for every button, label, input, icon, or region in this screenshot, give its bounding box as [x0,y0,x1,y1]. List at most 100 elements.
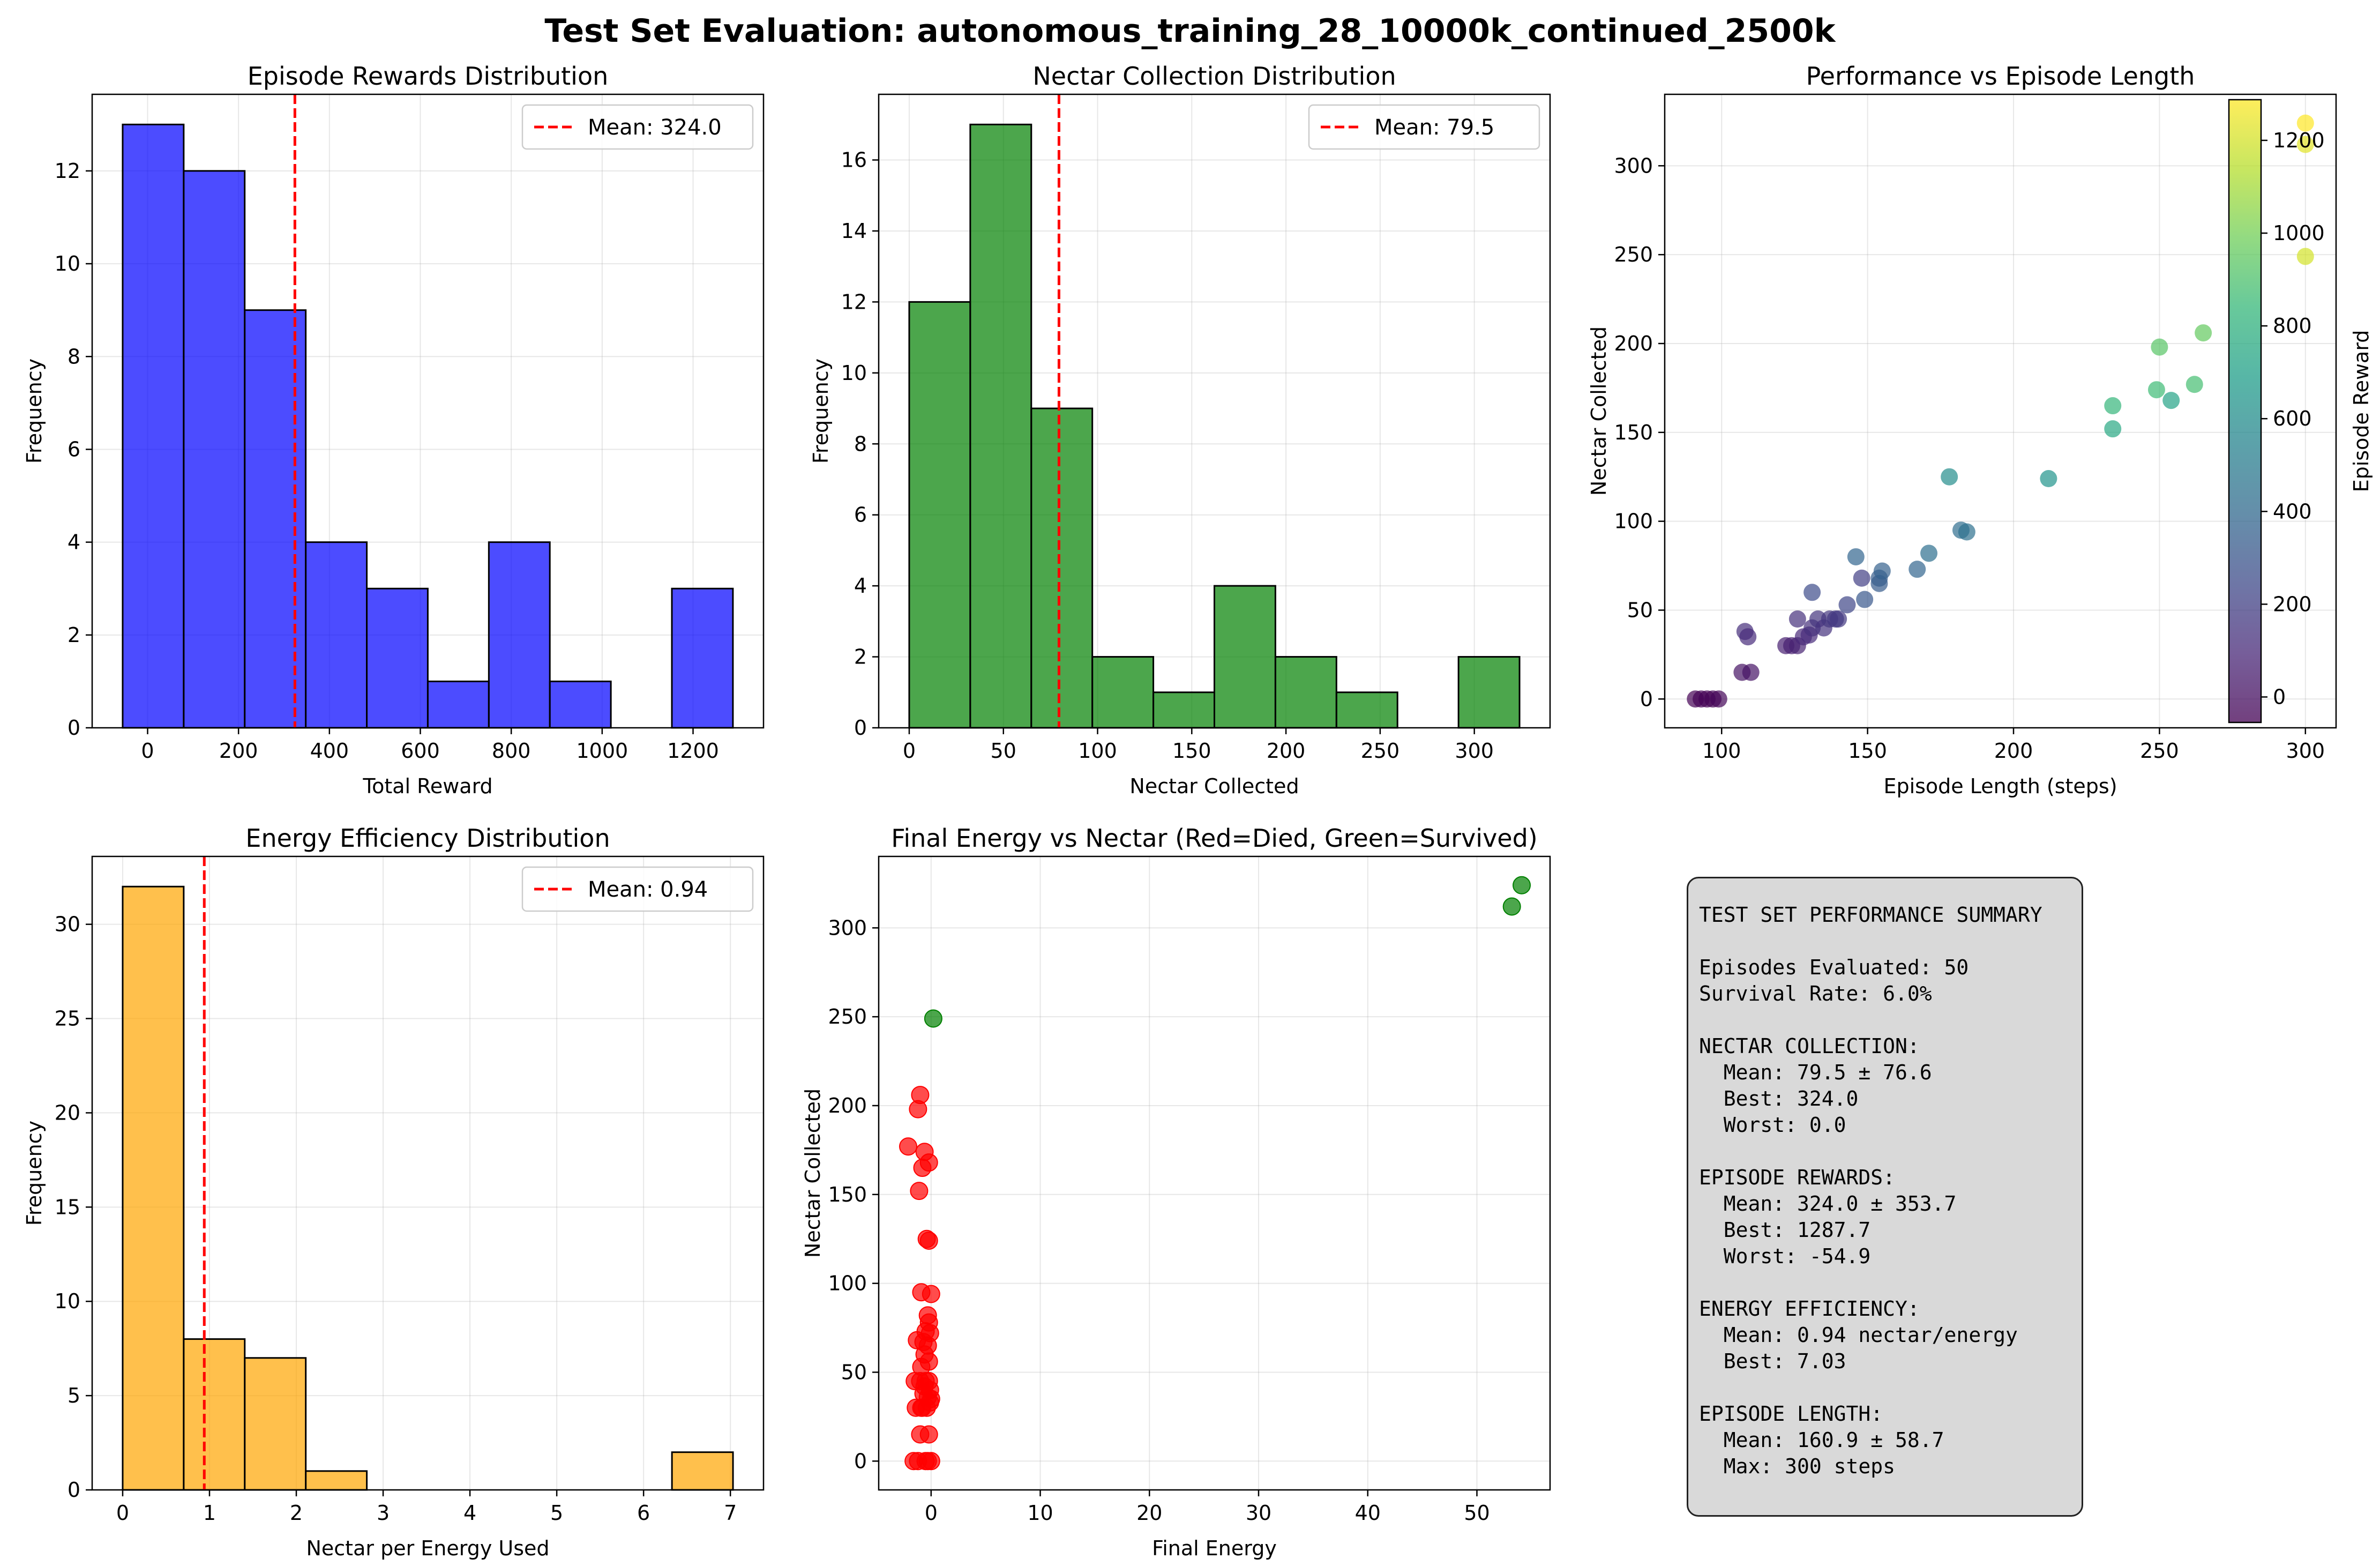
x-tick-label: 5 [550,1501,563,1525]
legend-label: Mean: 0.94 [588,877,708,902]
histogram-bar [122,885,185,1491]
x-tick-label: 4 [463,1501,476,1525]
scatter-point-died [922,1452,940,1471]
x-tick-label: 100 [1078,739,1117,763]
legend-frame [521,866,754,912]
x-tick-label: 2 [290,1501,303,1525]
y-tick-label: 100 [1614,510,1653,533]
y-tick-label: 250 [1614,243,1653,266]
x-axis-label: Episode Length (steps) [1883,774,2117,798]
y-axis-label: Frequency [23,1121,46,1226]
figure-title: Test Set Evaluation: autonomous_training… [544,12,1836,50]
x-axis-label: Nectar per Energy Used [306,1537,549,1560]
y-tick-label: 50 [1627,598,1653,622]
summary-line: Survival Rate: 6.0% [1699,982,1932,1005]
legend-frame [521,104,754,150]
chart-title: Nectar Collection Distribution [1032,62,1396,91]
chart-title: Final Energy vs Nectar (Red=Died, Green=… [891,824,1538,853]
histogram-bar [305,1470,368,1491]
colorbar-tick-label: 600 [2273,407,2312,430]
y-tick-label: 8 [854,432,867,456]
y-tick-label: 5 [68,1384,80,1407]
summary-line: Worst: 0.0 [1699,1113,1846,1137]
scatter-point-survived [1513,876,1531,894]
x-tick-label: 0 [903,739,916,763]
chart-title: Energy Efficiency Distribution [245,824,610,853]
x-tick-label: 6 [637,1501,650,1525]
y-tick-label: 200 [1614,332,1653,355]
scatter-point [1739,628,1757,646]
legend: Mean: 324.0 [521,104,754,150]
scatter-point [1941,468,1958,486]
scatter-point [1838,596,1856,614]
x-tick-label: 250 [2140,739,2179,763]
y-tick-label: 250 [828,1005,867,1028]
colorbar-label: Episode Reward [2349,330,2373,493]
scatter-point-died [919,1232,938,1250]
summary-line: Mean: 160.9 ± 58.7 [1699,1428,1944,1452]
x-tick-label: 400 [310,739,349,763]
y-tick-label: 20 [55,1101,80,1124]
x-tick-label: 3 [377,1501,390,1525]
y-tick-label: 2 [854,645,867,669]
histogram-bar [1152,691,1215,729]
histogram-bar [969,123,1032,729]
y-axis-label: Frequency [809,359,833,464]
y-tick-label: 10 [55,1289,80,1313]
histogram-bar [183,1338,246,1491]
axes-frame [91,93,765,729]
scatter-point [2195,324,2212,342]
y-tick-label: 4 [68,531,80,554]
x-axis-label: Final Energy [1152,1537,1277,1560]
x-tick-label: 300 [2286,739,2325,763]
scatter-point-died [899,1137,918,1156]
x-tick-label: 100 [1702,739,1741,763]
x-tick-label: 10 [1027,1501,1053,1525]
y-tick-label: 300 [1614,154,1653,177]
histogram-bar [366,587,429,729]
scatter-point [2296,114,2314,132]
scatter-point [2147,381,2165,399]
histogram-bar [305,541,368,729]
histogram-bar [671,1451,734,1491]
y-tick-label: 50 [841,1360,867,1384]
scatter-point [1920,545,1938,562]
summary-text: TEST SET PERFORMANCE SUMMARY Episodes Ev… [1699,902,2071,1480]
colorbar-tick-label: 400 [2273,499,2312,523]
x-tick-label: 30 [1246,1501,1271,1525]
y-tick-label: 10 [55,252,80,275]
histogram-bar [1457,656,1521,729]
x-tick-label: 50 [991,739,1016,763]
summary-line: Worst: -54.9 [1699,1244,1871,1268]
chart-rewards_hist: 0 200 400 600 800 1000 1200 0 2 4 6 8 10 12 Episode Re… [23,62,765,798]
scatter-point [1803,584,1821,601]
scatter-point [1788,610,1806,628]
chart-title: Performance vs Episode Length [1806,62,2195,91]
x-tick-label: 1 [203,1501,216,1525]
histogram-bar [183,170,246,729]
x-tick-label: 0 [925,1501,938,1525]
legend-label: Mean: 79.5 [1374,115,1494,140]
scatter-point-died [919,1425,938,1444]
chart-perf_scatter: 100 150 200 250 300 0 50 100 150 200 250 300 Perform… [1587,62,2373,798]
x-tick-label: 200 [1267,739,1306,763]
histogram-bar [1335,691,1398,729]
scatter-point-died [913,1159,932,1177]
histogram-bar [908,301,971,729]
summary-line: Episodes Evaluated: 50 [1699,956,1969,979]
x-tick-label: 200 [1994,739,2033,763]
scatter-point [1958,523,1975,541]
histogram-bar [244,309,307,729]
scatter-point-survived [1502,897,1521,916]
scatter-point-died [920,1393,939,1412]
x-tick-label: 50 [1464,1501,1490,1525]
x-tick-label: 250 [1361,739,1400,763]
summary-line: Mean: 324.0 ± 353.7 [1699,1192,1957,1215]
colorbar-tick-label: 0 [2273,685,2286,709]
histogram-bar [671,587,734,729]
colorbar-tick-label: 1000 [2273,221,2325,245]
axes-frame [878,93,1551,729]
scatter-point [2151,338,2168,356]
scatter-point [1909,561,1926,578]
